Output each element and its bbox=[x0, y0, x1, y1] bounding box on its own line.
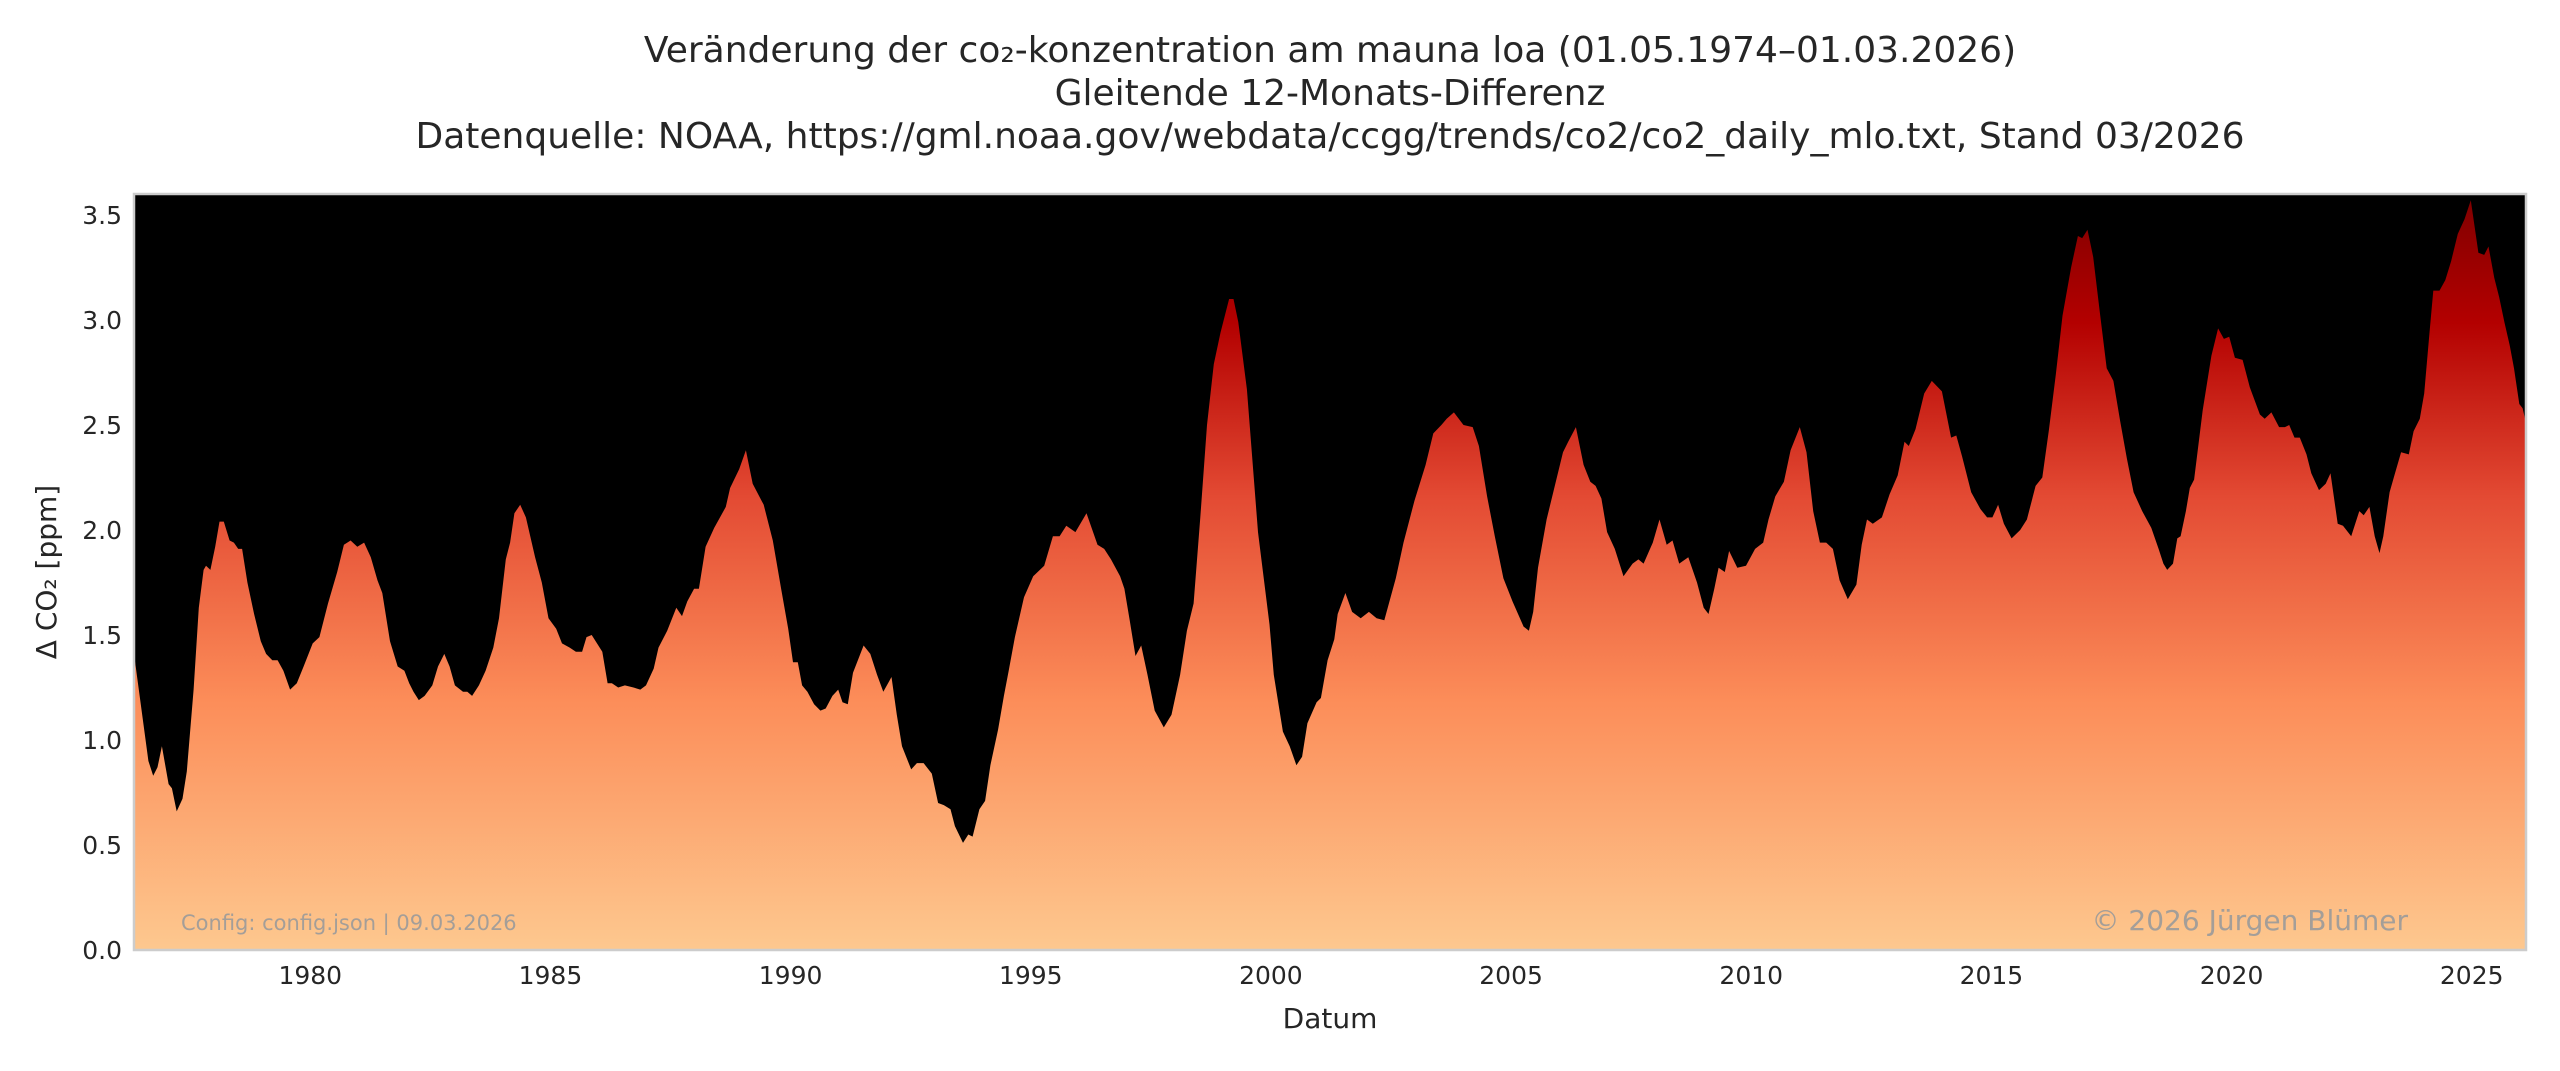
y-tick-label: 0.5 bbox=[82, 831, 122, 860]
x-tick-label: 2020 bbox=[2200, 961, 2264, 990]
x-tick-label: 1985 bbox=[519, 961, 583, 990]
y-axis-label: Δ CO₂ [ppm] bbox=[30, 485, 63, 659]
x-tick-label: 1990 bbox=[759, 961, 823, 990]
y-tick-label: 1.0 bbox=[82, 726, 122, 755]
area-series bbox=[134, 200, 2526, 950]
x-tick-label: 2015 bbox=[1960, 961, 2024, 990]
y-tick-label: 0.0 bbox=[82, 936, 122, 965]
copyright-annotation: © 2026 Jürgen Blümer bbox=[2092, 904, 2409, 937]
x-tick-label: 1995 bbox=[999, 961, 1063, 990]
y-tick-label: 2.0 bbox=[82, 516, 122, 545]
x-tick-label: 2010 bbox=[1719, 961, 1783, 990]
chart-title: Veränderung der co₂-konzentration am mau… bbox=[644, 30, 2016, 71]
x-axis-label: Datum bbox=[1283, 1002, 1378, 1035]
y-tick-label: 3.0 bbox=[82, 306, 122, 335]
plot-frame bbox=[132, 192, 2528, 952]
x-tick-label: 2025 bbox=[2440, 961, 2504, 990]
y-tick-label: 3.5 bbox=[82, 201, 122, 230]
x-tick-label: 1980 bbox=[278, 961, 342, 990]
chart-subtitle: Gleitende 12-Monats-Differenz bbox=[1055, 73, 1606, 114]
y-tick-label: 2.5 bbox=[82, 411, 122, 440]
y-tick-label: 1.5 bbox=[82, 621, 122, 650]
x-tick-label: 2005 bbox=[1479, 961, 1543, 990]
chart-source: Datenquelle: NOAA, https://gml.noaa.gov/… bbox=[415, 116, 2244, 157]
config-annotation: Config: config.json | 09.03.2026 bbox=[181, 911, 517, 936]
x-tick-label: 2000 bbox=[1239, 961, 1303, 990]
